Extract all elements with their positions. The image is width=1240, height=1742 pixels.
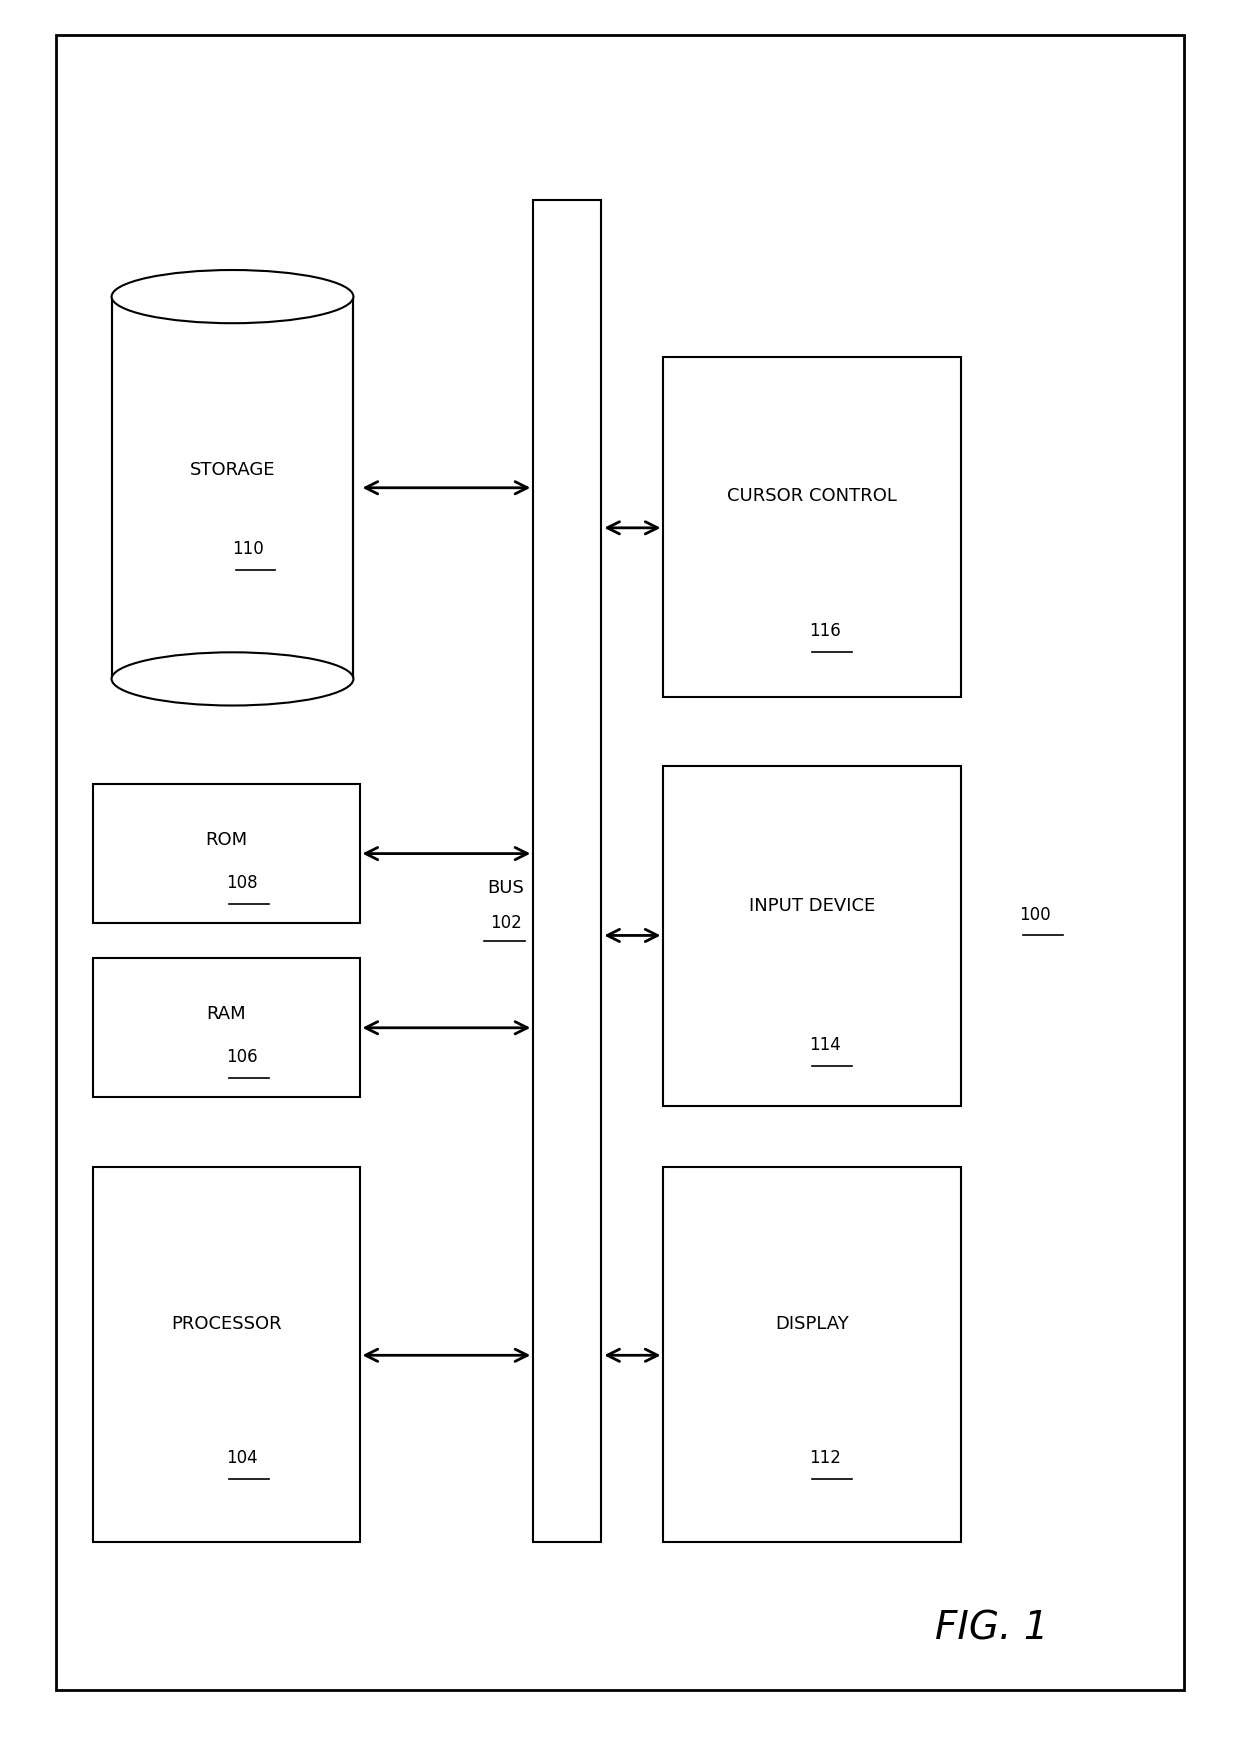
Text: ROM: ROM xyxy=(206,831,247,848)
Bar xyxy=(93,1167,360,1542)
Text: BUS: BUS xyxy=(487,880,525,897)
Bar xyxy=(112,296,353,679)
Bar xyxy=(663,766,961,1106)
Text: 100: 100 xyxy=(1019,906,1052,923)
Text: 104: 104 xyxy=(226,1449,258,1467)
Text: PROCESSOR: PROCESSOR xyxy=(171,1315,281,1333)
Text: 102: 102 xyxy=(490,915,522,932)
Text: DISPLAY: DISPLAY xyxy=(775,1315,849,1333)
Text: 108: 108 xyxy=(226,874,258,892)
Text: FIG. 1: FIG. 1 xyxy=(935,1610,1049,1648)
Text: 116: 116 xyxy=(808,622,841,639)
Bar xyxy=(533,200,601,1542)
Ellipse shape xyxy=(112,270,353,324)
Bar xyxy=(663,357,961,697)
Text: 106: 106 xyxy=(226,1049,258,1066)
Bar xyxy=(663,1167,961,1542)
Text: STORAGE: STORAGE xyxy=(190,462,275,479)
Text: 110: 110 xyxy=(232,540,264,557)
Ellipse shape xyxy=(112,652,353,706)
Bar xyxy=(93,784,360,923)
Text: INPUT DEVICE: INPUT DEVICE xyxy=(749,897,875,915)
Text: RAM: RAM xyxy=(207,1005,246,1023)
Bar xyxy=(93,958,360,1097)
Text: 114: 114 xyxy=(808,1036,841,1054)
Text: CURSOR CONTROL: CURSOR CONTROL xyxy=(728,488,897,505)
Text: 112: 112 xyxy=(808,1449,841,1467)
